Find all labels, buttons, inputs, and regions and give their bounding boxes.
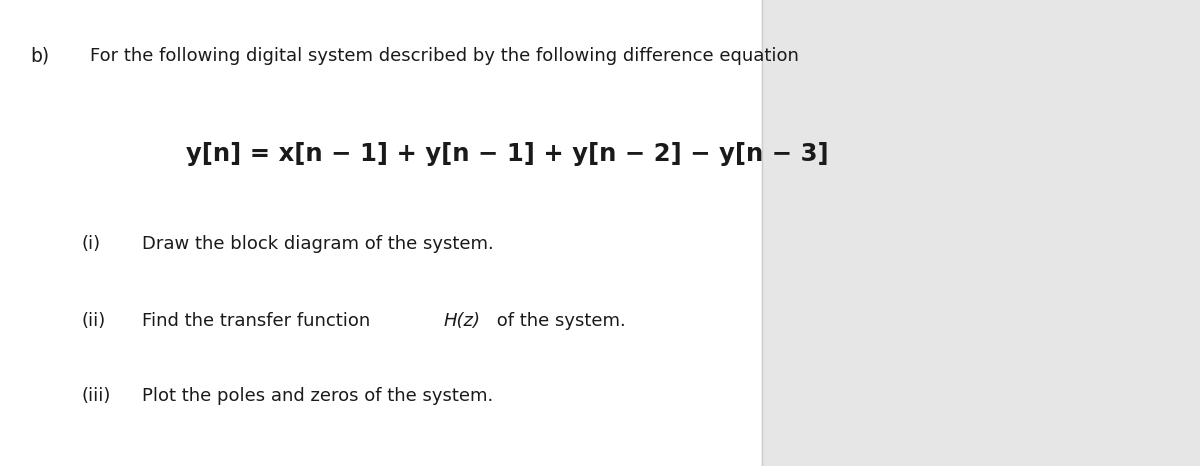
Text: H(z): H(z) [444,312,480,330]
Text: (ii): (ii) [82,312,106,330]
Bar [762,0,1200,466]
Text: Draw the block diagram of the system.: Draw the block diagram of the system. [142,235,493,254]
Text: Plot the poles and zeros of the system.: Plot the poles and zeros of the system. [142,387,493,405]
Text: For the following digital system described by the following difference equation: For the following digital system describ… [90,47,799,65]
Text: (i): (i) [82,235,101,254]
Text: Find the transfer function: Find the transfer function [142,312,376,330]
Text: (iii): (iii) [82,387,110,405]
Text: y[n] = x[n − 1] + y[n − 1] + y[n − 2] − y[n − 3]: y[n] = x[n − 1] + y[n − 1] + y[n − 2] − … [186,142,829,166]
Text: of the system.: of the system. [491,312,626,330]
Text: b): b) [30,47,49,66]
Bar [0,0,762,466]
